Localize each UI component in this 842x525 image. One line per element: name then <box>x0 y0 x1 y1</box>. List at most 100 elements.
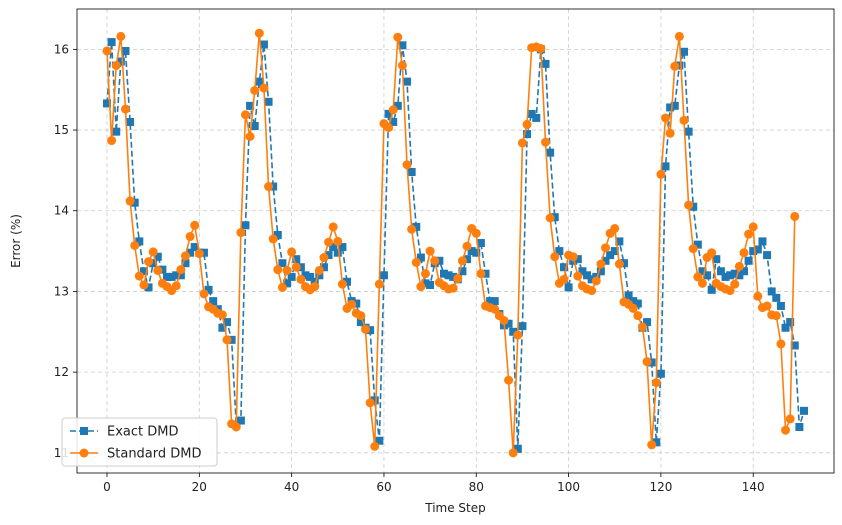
data-point-square <box>139 267 148 276</box>
data-point-square <box>776 301 785 310</box>
data-point-square <box>218 323 227 332</box>
data-point-square <box>250 122 259 131</box>
data-point-circle <box>190 220 200 230</box>
data-point-square <box>550 213 559 222</box>
data-point-square <box>296 263 305 272</box>
data-point-square <box>292 255 301 264</box>
legend-marker-circle <box>79 448 89 458</box>
x-tick-label: 60 <box>376 480 391 494</box>
data-point-circle <box>684 200 694 210</box>
data-point-square <box>661 162 670 171</box>
data-point-circle <box>148 247 158 257</box>
data-point-circle <box>425 246 435 256</box>
legend-item-standard-dmd: Standard DMD <box>70 447 202 462</box>
data-point-circle <box>679 115 689 125</box>
data-point-square <box>596 267 605 276</box>
data-point-square <box>126 117 135 126</box>
data-point-circle <box>240 110 250 120</box>
y-tick-label: 13 <box>54 284 69 298</box>
data-point-circle <box>347 299 357 309</box>
data-point-square <box>319 263 328 272</box>
data-point-square <box>781 323 790 332</box>
data-point-circle <box>125 196 135 206</box>
x-tick-label: 140 <box>742 480 765 494</box>
data-point-square <box>786 318 795 327</box>
data-point-square <box>416 253 425 262</box>
data-point-circle <box>111 60 121 70</box>
data-point-square <box>389 117 398 126</box>
data-point-square <box>186 248 195 257</box>
data-point-square <box>343 277 352 286</box>
data-point-square <box>795 423 804 432</box>
data-point-circle <box>670 61 680 71</box>
data-point-square <box>643 318 652 327</box>
data-point-circle <box>194 249 204 259</box>
data-point-square <box>190 243 199 252</box>
data-point-circle <box>264 182 274 192</box>
data-point-square <box>379 271 388 280</box>
data-point-circle <box>217 310 227 320</box>
data-point-circle <box>490 304 500 314</box>
data-point-circle <box>388 105 398 115</box>
data-point-circle <box>273 265 283 275</box>
data-point-square <box>739 267 748 276</box>
data-point-square <box>366 326 375 335</box>
data-point-circle <box>134 271 144 281</box>
data-point-circle <box>411 257 421 267</box>
data-point-square <box>176 271 185 280</box>
legend-item-exact-dmd: Exact DMD <box>70 425 179 440</box>
data-point-circle <box>753 291 763 301</box>
data-point-square <box>476 239 485 248</box>
data-point-circle <box>545 213 555 223</box>
data-point-square <box>227 335 236 344</box>
data-point-circle <box>707 248 717 258</box>
data-point-square <box>246 101 255 110</box>
data-point-circle <box>407 224 417 234</box>
data-point-circle <box>601 243 611 253</box>
data-point-square <box>236 416 245 425</box>
y-tick-label: 14 <box>54 204 69 218</box>
data-point-square <box>693 240 702 249</box>
data-point-circle <box>448 283 458 293</box>
data-point-circle <box>762 301 772 311</box>
data-point-circle <box>291 262 301 272</box>
data-point-circle <box>771 311 781 321</box>
data-point-square <box>338 243 347 252</box>
data-point-square <box>624 291 633 300</box>
x-axis-label: Time Step <box>424 501 486 515</box>
data-point-circle <box>614 259 624 269</box>
data-point-circle <box>591 276 601 286</box>
data-point-square <box>763 251 772 260</box>
data-point-circle <box>559 274 569 284</box>
data-point-circle <box>568 252 578 262</box>
data-point-circle <box>180 251 190 261</box>
data-point-square <box>107 38 116 47</box>
data-point-square <box>481 269 490 278</box>
data-point-circle <box>231 422 241 432</box>
data-point-square <box>675 61 684 70</box>
data-point-circle <box>130 240 140 250</box>
data-point-square <box>799 406 808 415</box>
data-point-circle <box>120 104 130 114</box>
data-point-circle <box>665 128 675 138</box>
data-point-circle <box>107 136 117 146</box>
data-point-circle <box>517 138 527 148</box>
legend-label: Standard DMD <box>107 447 202 462</box>
data-point-circle <box>499 315 509 325</box>
legend-label: Exact DMD <box>107 425 179 440</box>
data-point-circle <box>785 414 795 424</box>
data-point-circle <box>185 232 195 242</box>
data-point-square <box>578 267 587 276</box>
data-point-square <box>278 259 287 268</box>
data-point-square <box>726 271 735 280</box>
data-point-circle <box>374 279 384 289</box>
data-point-circle <box>393 32 403 42</box>
data-point-square <box>546 148 555 157</box>
data-point-circle <box>333 236 343 246</box>
data-point-square <box>458 267 467 276</box>
data-point-square <box>384 109 393 118</box>
data-point-circle <box>748 222 758 232</box>
data-point-square <box>509 327 518 336</box>
data-point-square <box>656 369 665 378</box>
data-point-square <box>269 182 278 191</box>
